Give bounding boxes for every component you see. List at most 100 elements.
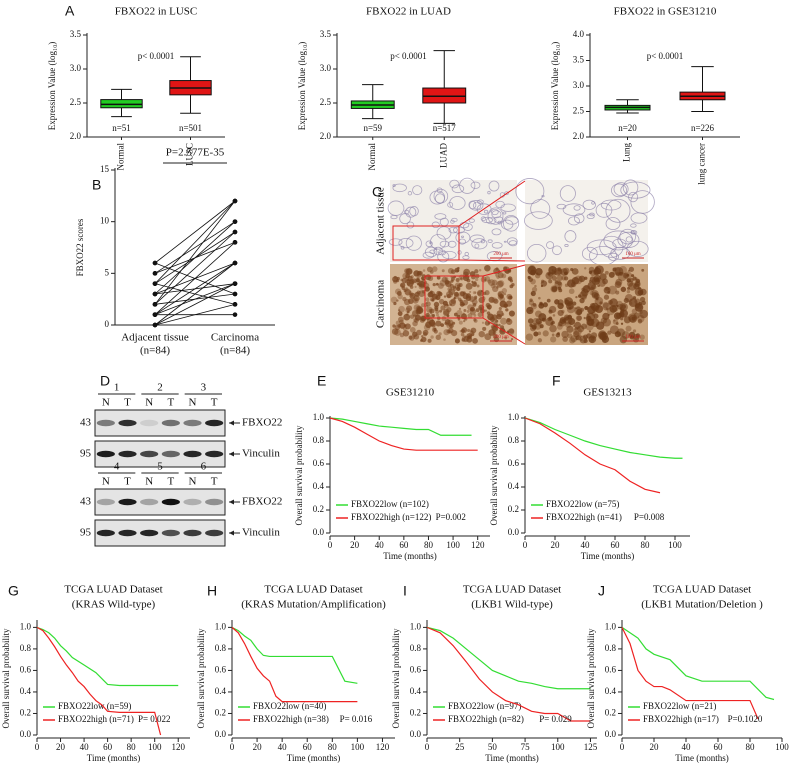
- alveolus: [491, 228, 502, 236]
- cell: [508, 310, 515, 317]
- chart-subtitle: (LKB1 Mutation/Deletion ): [641, 599, 763, 611]
- cell: [439, 279, 447, 287]
- cell: [531, 286, 538, 293]
- point: [152, 271, 158, 276]
- cell: [433, 329, 438, 334]
- panel-letter: F: [552, 373, 561, 389]
- row-label: Carcinoma: [375, 280, 387, 328]
- y-tick-label: 0.8: [215, 643, 227, 653]
- y-tick-label: 0.6: [410, 664, 422, 674]
- alveolus: [559, 185, 576, 202]
- cell: [484, 290, 490, 296]
- chart-subtitle: (LKB1 Wild-type): [471, 599, 553, 611]
- cell: [435, 334, 441, 341]
- x-tick-label: 100: [668, 540, 682, 550]
- cell: [639, 334, 645, 340]
- cell: [420, 339, 423, 342]
- alveolus: [459, 177, 476, 194]
- cell: [499, 325, 505, 330]
- x-axis-label: Time (months): [383, 551, 436, 561]
- cell: [425, 274, 432, 281]
- arrow-head: [229, 499, 234, 505]
- x-axis-label: Time (months): [287, 753, 340, 763]
- cell: [400, 284, 404, 288]
- y-tick-label: 0.8: [508, 435, 520, 445]
- cell: [503, 292, 507, 296]
- cell: [615, 331, 618, 334]
- cell: [434, 307, 439, 312]
- alveolus: [620, 181, 651, 199]
- x-tick-label: Normal: [367, 143, 377, 171]
- x-tick-label: Lung: [622, 143, 632, 162]
- cell: [458, 320, 463, 325]
- cell: [626, 286, 630, 290]
- alveolus: [464, 251, 469, 257]
- alveolus: [508, 240, 518, 247]
- cell: [396, 276, 400, 281]
- cell: [528, 277, 534, 282]
- panel-letter: H: [207, 583, 217, 599]
- chart-title: GSE31210: [386, 387, 435, 399]
- cell: [571, 281, 577, 288]
- cell: [557, 321, 563, 327]
- cell: [422, 269, 426, 272]
- cell: [491, 279, 498, 286]
- cell: [418, 283, 425, 290]
- y-tick-label: 0.4: [20, 686, 32, 696]
- y-tick-label: 1.0: [508, 412, 520, 422]
- cell: [557, 299, 564, 306]
- cell: [478, 269, 482, 272]
- cell: [584, 306, 588, 309]
- cell: [583, 338, 588, 344]
- cell: [476, 289, 484, 297]
- y-tick-label: 1.0: [20, 621, 32, 631]
- cell: [435, 309, 440, 314]
- point: [152, 302, 158, 307]
- alveolus: [586, 213, 595, 220]
- legend-label: FBXO22high (n=122): [351, 512, 431, 522]
- cell: [626, 273, 630, 277]
- y-tick-label: 0.2: [508, 504, 519, 514]
- cell: [454, 291, 459, 297]
- cell: [527, 318, 534, 324]
- cell: [397, 293, 403, 300]
- cell: [431, 313, 436, 318]
- blot-strip: [94, 409, 226, 437]
- cell: [465, 293, 472, 299]
- cell: [626, 289, 631, 294]
- cell: [448, 323, 454, 329]
- cell: [569, 337, 576, 344]
- cell: [589, 276, 596, 283]
- x-tick-label: 120: [471, 540, 485, 550]
- panel-letter: J: [598, 583, 605, 599]
- chart-subtitle: (KRAS Mutation/Amplification): [241, 599, 386, 611]
- y-axis-label: Overall survival probability: [586, 628, 596, 728]
- cell: [620, 286, 627, 293]
- cell: [454, 338, 460, 344]
- cell: [431, 293, 438, 300]
- point: [232, 302, 238, 307]
- cell: [402, 272, 409, 280]
- cell: [496, 310, 504, 318]
- cell: [474, 269, 479, 274]
- cell: [458, 291, 465, 297]
- blot-band: [140, 419, 159, 427]
- y-tick-label: 1.0: [313, 412, 325, 422]
- blot-strip: [94, 519, 226, 547]
- panel-letter: I: [403, 583, 407, 599]
- y-tick-label: 0.4: [605, 686, 617, 696]
- cell: [483, 279, 487, 282]
- cell: [590, 318, 600, 328]
- alveolus: [619, 228, 636, 245]
- y-tick-label: 0.8: [410, 643, 422, 653]
- blot-band: [183, 529, 202, 537]
- cell: [623, 297, 629, 304]
- x-tick-label: 50: [488, 742, 498, 752]
- cell: [418, 270, 424, 276]
- cell: [632, 296, 637, 300]
- alveolus: [425, 240, 433, 248]
- cell: [430, 335, 434, 339]
- point: [152, 281, 158, 286]
- cell: [457, 284, 461, 288]
- cell: [571, 268, 579, 275]
